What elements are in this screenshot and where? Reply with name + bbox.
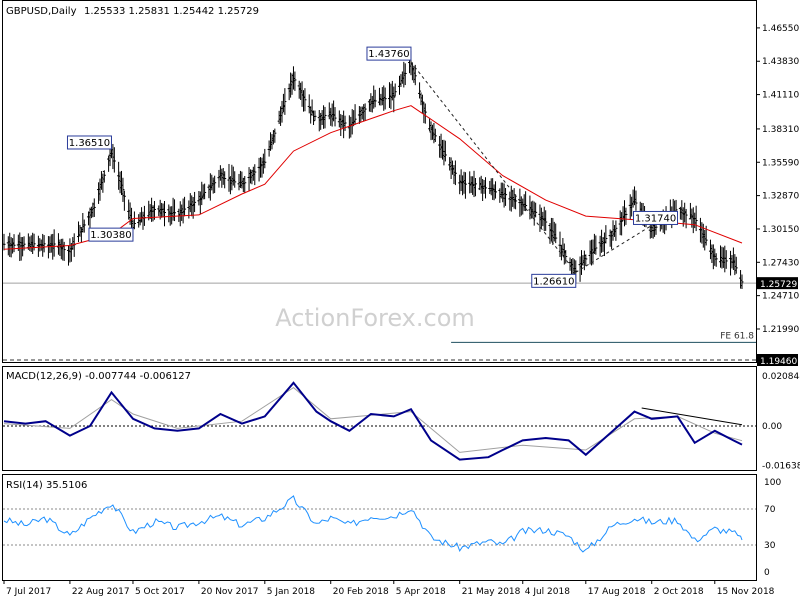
trend-line xyxy=(575,209,678,273)
x-axis-label: 21 May 2018 xyxy=(462,587,521,597)
price-label-box xyxy=(88,227,134,242)
price-label-text: 1.31740 xyxy=(635,213,676,224)
price-axis-label: 1.27430 xyxy=(762,258,799,268)
rsi-axis-label: 30 xyxy=(764,541,776,551)
support-level-box xyxy=(757,354,798,366)
x-axis-label: 5 Apr 2018 xyxy=(396,587,446,597)
price-axis-label: 1.35590 xyxy=(762,158,799,168)
x-axis-label: 2 Oct 2018 xyxy=(654,587,704,597)
macd-trend-line xyxy=(641,407,743,426)
price-axis-label: 1.41110 xyxy=(762,91,799,101)
price-label-text: 1.30380 xyxy=(90,230,131,241)
x-axis-label: 4 Jul 2018 xyxy=(525,587,570,597)
axis-layer: 1.46550 1.43830 1.41110 1.38310 1.35590 1.328… xyxy=(3,24,800,597)
rsi-line xyxy=(3,495,743,553)
price-bars xyxy=(2,50,744,289)
price-axis-label: 1.38310 xyxy=(762,125,799,135)
last-price-box xyxy=(757,277,798,290)
watermark: ActionForex.com xyxy=(275,304,475,332)
moving-average-line xyxy=(3,105,743,250)
trend-line xyxy=(410,61,577,273)
price-axis-label: 1.21990 xyxy=(762,325,799,335)
support-level-label: 1.19460 xyxy=(760,357,797,367)
x-axis-label: 15 Nov 2018 xyxy=(717,587,775,597)
fe-label: FE 61.8 xyxy=(720,331,754,341)
price-axis-label: 1.43830 xyxy=(762,57,799,67)
x-axis-label: 20 Feb 2018 xyxy=(333,587,389,597)
macd-axis-label: 0.020848 xyxy=(762,372,800,382)
rsi-axis-label: 100 xyxy=(764,478,781,488)
rsi-axis-label: 70 xyxy=(764,505,776,515)
x-axis-label: 20 Nov 2017 xyxy=(201,587,259,597)
x-axis-label: 22 Aug 2017 xyxy=(72,587,130,597)
macd-panel-frame xyxy=(2,366,757,471)
macd-layer xyxy=(3,381,756,461)
rsi-layer xyxy=(3,495,756,553)
rsi-axis-label: 0 xyxy=(764,568,770,578)
price-label-box xyxy=(633,210,679,225)
last-price-label: 1.25729 xyxy=(760,280,797,290)
price-label-box xyxy=(66,135,112,150)
macd-line xyxy=(3,381,743,461)
price-panel-frame xyxy=(2,0,757,363)
rsi-panel-frame xyxy=(2,474,757,581)
price-label-text: 1.36510 xyxy=(69,138,110,149)
macd-axis-label: 0.00 xyxy=(762,422,782,432)
macd-header: MACD(12,26,9) -0.007744 -0.006127 xyxy=(6,371,191,382)
price-header-symbol: GBPUSD,Daily xyxy=(6,6,77,17)
price-layer: FE 61.8 1.43760 1.36510 1.30380 1.26610 1.317… xyxy=(2,46,756,361)
price-axis-label: 1.24710 xyxy=(762,292,799,302)
x-axis-label: 5 Oct 2017 xyxy=(135,587,185,597)
price-label-text: 1.43760 xyxy=(368,49,409,60)
price-axis-label: 1.46550 xyxy=(762,24,799,34)
price-header-ohlc: 1.25533 1.25831 1.25442 1.25729 xyxy=(84,6,259,17)
macd-axis-label: -0.016389 xyxy=(762,461,800,471)
rsi-header: RSI(14) 35.5106 xyxy=(6,480,87,491)
price-label-box xyxy=(531,273,577,288)
price-label-box xyxy=(366,46,412,61)
price-axis-label: 1.30150 xyxy=(762,225,799,235)
x-axis-label: 5 Jan 2018 xyxy=(267,587,315,597)
x-axis-label: 17 Aug 2018 xyxy=(588,587,646,597)
price-label-text: 1.26610 xyxy=(533,276,574,287)
price-axis-label: 1.32870 xyxy=(762,192,799,202)
x-axis-label: 7 Jul 2017 xyxy=(6,587,51,597)
